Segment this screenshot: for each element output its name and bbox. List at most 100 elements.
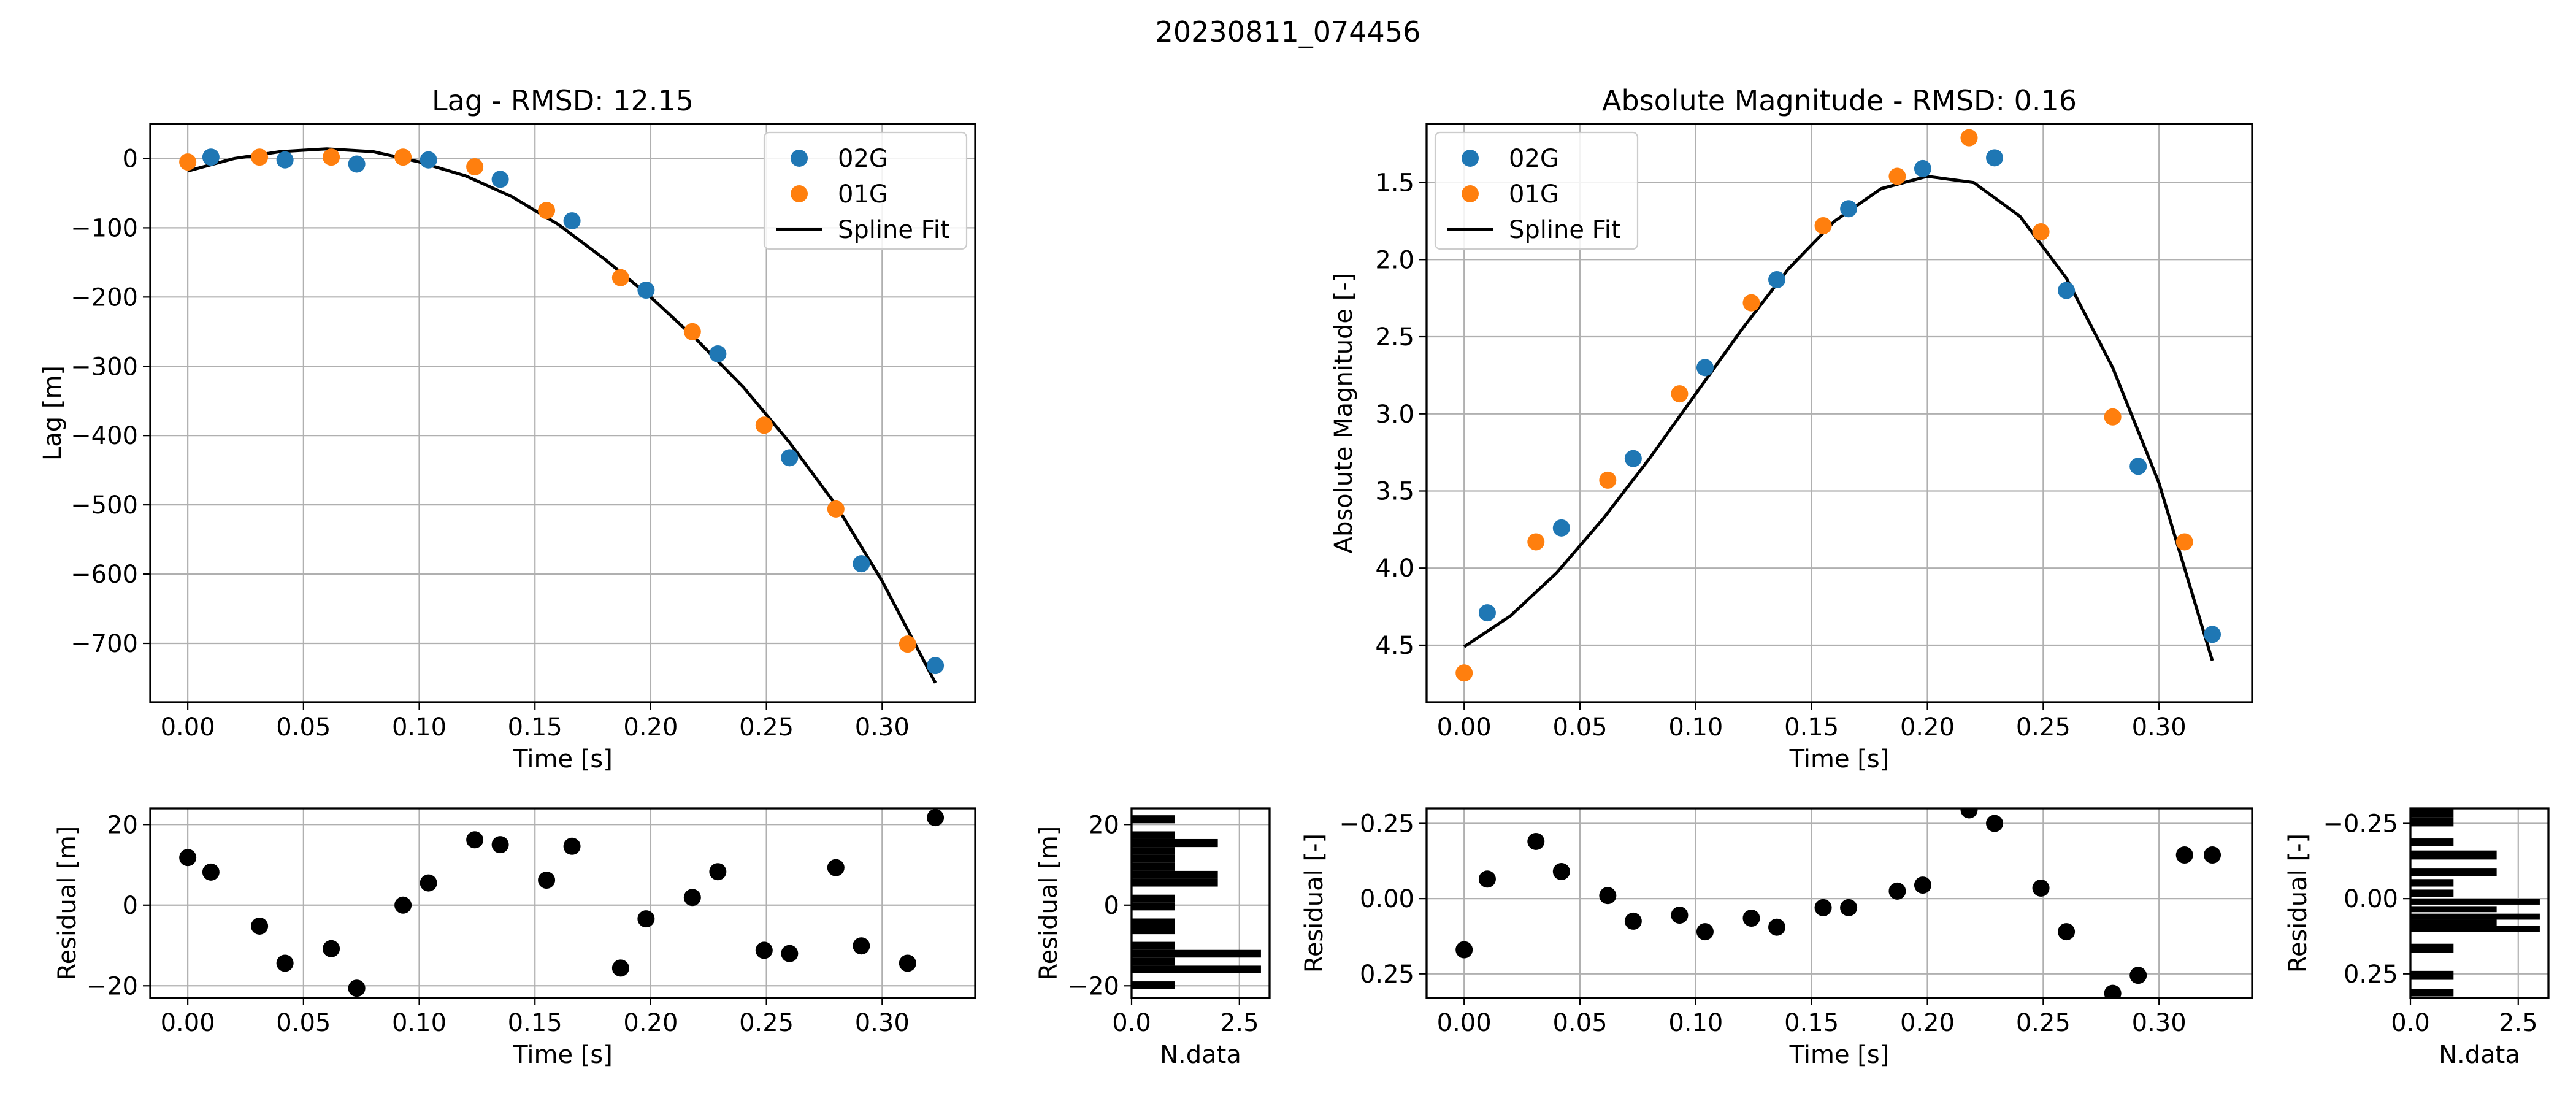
y-tick-label: −0.25 xyxy=(2323,810,2398,838)
series-01g-point xyxy=(611,269,629,286)
y-tick-label: −0.25 xyxy=(1339,810,1414,838)
series-02g-point xyxy=(202,148,220,166)
histogram-bar xyxy=(1132,862,1175,871)
legend: 02G 01G Spline Fit xyxy=(1434,131,1639,250)
histogram-bar xyxy=(1132,941,1175,950)
legend-label: 02G xyxy=(838,145,888,173)
histogram-bar xyxy=(1132,949,1261,958)
x-axis-label: Time [s] xyxy=(1789,745,1890,773)
legend-marker xyxy=(791,150,808,167)
series-01g-point xyxy=(1960,129,1978,147)
x-tick-label: 0.00 xyxy=(161,713,215,742)
axes-frame xyxy=(1130,807,1271,999)
x-tick-label: 2.5 xyxy=(1220,1009,1259,1037)
y-axis-label: Residual [-] xyxy=(2284,834,2312,973)
histogram-bar xyxy=(2410,906,2497,913)
residual-point xyxy=(2204,846,2221,864)
series-02g-point xyxy=(637,282,655,299)
panel-title: Absolute Magnitude - RMSD: 0.16 xyxy=(1602,84,2077,117)
residual-point xyxy=(563,837,581,855)
panel-lag_residual: 0.00 0.05 0.10 0.15 0.20 0.25 0.30 20 0 −20 Time [… xyxy=(53,807,976,1069)
series-01g-point xyxy=(1888,167,1906,185)
y-tick-label: 0.25 xyxy=(2344,960,2398,989)
series-02g-point xyxy=(1696,359,1714,377)
histogram-bar xyxy=(2410,838,2454,846)
series-02g-point xyxy=(1624,450,1642,467)
y-axis-label: Absolute Magnitude [-] xyxy=(1330,273,1358,554)
y-tick-label: 2.0 xyxy=(1375,246,1414,274)
series-01g-point xyxy=(466,158,484,176)
x-tick-label: 0.0 xyxy=(1112,1009,1151,1037)
panel-mag_residual: 0.00 0.05 0.10 0.15 0.20 0.25 0.30 −0.25 0.00 0.2… xyxy=(1300,807,2253,1069)
residual-point xyxy=(1624,912,1642,930)
histogram-bar xyxy=(1132,831,1175,839)
x-tick-label: 0.05 xyxy=(276,713,331,742)
histogram-bar xyxy=(1132,847,1175,855)
residual-point xyxy=(1888,882,1906,900)
y-tick-label: 0 xyxy=(123,145,138,173)
residual-point xyxy=(1840,899,1858,916)
x-tick-label: 0.25 xyxy=(739,1009,794,1037)
x-tick-label: 0.05 xyxy=(276,1009,331,1037)
x-tick-label: 0.20 xyxy=(1900,713,1955,742)
axes-frame xyxy=(1425,123,2253,703)
x-tick-label: 0.30 xyxy=(855,713,910,742)
residual-point xyxy=(2032,879,2050,897)
x-tick-label: 0.25 xyxy=(739,713,794,742)
series-01g-point xyxy=(899,635,916,653)
histogram-bar xyxy=(1132,918,1175,926)
plot-area xyxy=(1132,815,1261,989)
residual-point xyxy=(1455,941,1473,959)
y-axis-label: Residual [-] xyxy=(1300,834,1328,973)
x-tick-label: 0.10 xyxy=(392,713,447,742)
histogram-bar xyxy=(1132,981,1175,989)
series-01g-point xyxy=(251,148,269,166)
residual-point xyxy=(491,836,509,854)
y-tick-label: −100 xyxy=(71,214,138,242)
series-02g-point xyxy=(1768,270,1786,288)
series-02g-point xyxy=(1914,159,1931,177)
histogram-bar xyxy=(1132,815,1175,824)
y-tick-label: −20 xyxy=(86,972,138,1000)
plot-area xyxy=(2410,808,2540,997)
x-axis-label: Time [s] xyxy=(512,1041,613,1069)
series-01g-point xyxy=(1527,533,1545,551)
histogram-bar xyxy=(1132,902,1175,911)
y-axis-label: Lag [m] xyxy=(39,366,67,461)
histogram-bar xyxy=(2410,970,2454,980)
residual-point xyxy=(420,874,437,892)
residual-point xyxy=(2058,923,2076,941)
residual-point xyxy=(1960,808,1978,819)
panel-lag_histogram: 0.0 2.5 20 0 −20 N.data Residual [m] xyxy=(1035,807,1271,1069)
y-tick-label: 3.5 xyxy=(1375,477,1414,505)
y-tick-label: 3.0 xyxy=(1375,401,1414,429)
residual-point xyxy=(251,917,269,935)
spline-fit-line xyxy=(1463,175,2214,661)
series-02g-point xyxy=(1552,519,1570,537)
x-tick-label: 0.30 xyxy=(2132,713,2187,742)
y-tick-label: −500 xyxy=(71,491,138,519)
x-tick-label: 0.20 xyxy=(623,713,678,742)
series-01g-point xyxy=(683,323,701,340)
histogram-bar xyxy=(2410,919,2497,926)
x-tick-label: 0.25 xyxy=(2016,1009,2071,1037)
plot-area xyxy=(179,147,945,684)
residual-point xyxy=(1914,876,1931,894)
legend-label: 01G xyxy=(838,180,888,209)
legend-label: 01G xyxy=(1509,180,1559,209)
residual-point xyxy=(2104,984,2122,998)
y-tick-label: −200 xyxy=(71,283,138,312)
y-axis-label: Residual [m] xyxy=(1035,826,1063,981)
series-02g-point xyxy=(1840,200,1858,218)
x-tick-label: 0.00 xyxy=(161,1009,215,1037)
x-tick-label: 0.10 xyxy=(1668,713,1723,742)
series-01g-point xyxy=(2032,223,2050,241)
legend-label: Spline Fit xyxy=(838,216,950,244)
histogram-bar xyxy=(1132,965,1261,973)
histogram-bar xyxy=(2410,808,2454,818)
x-axis-label: Time [s] xyxy=(1789,1041,1890,1069)
series-01g-point xyxy=(323,148,340,166)
residual-point xyxy=(1814,899,1832,916)
x-tick-label: 0.05 xyxy=(1552,1009,1607,1037)
